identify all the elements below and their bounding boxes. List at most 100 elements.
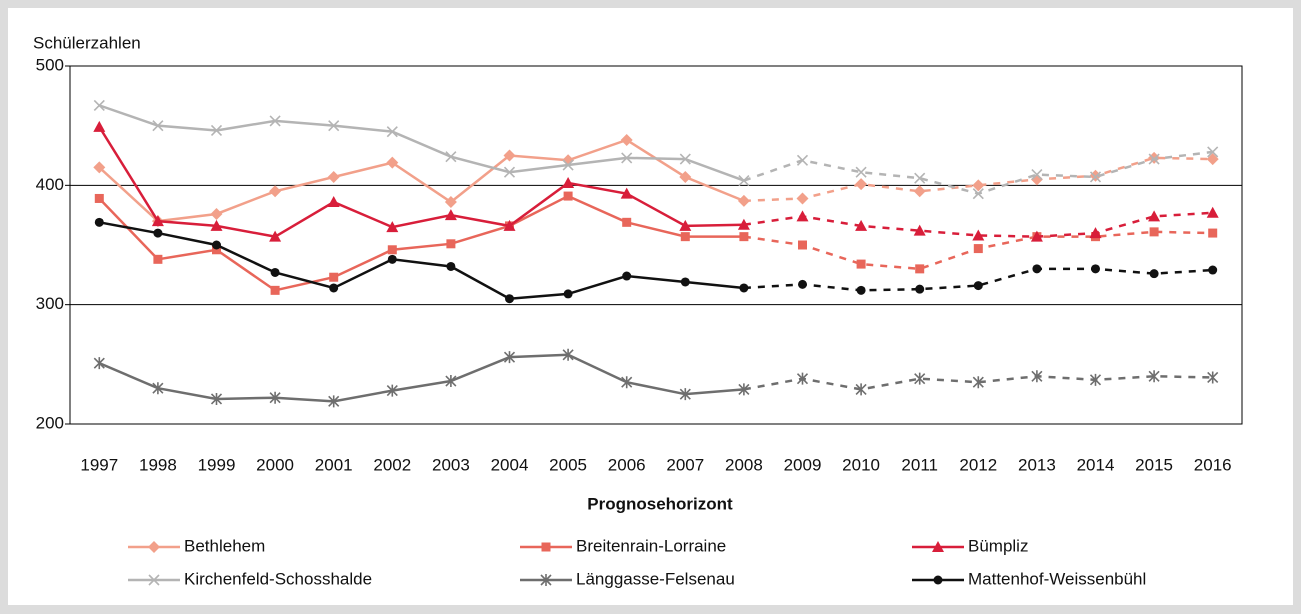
marker xyxy=(445,375,457,388)
marker xyxy=(503,219,516,231)
marker xyxy=(1031,169,1043,181)
marker xyxy=(1207,146,1219,158)
marker xyxy=(270,267,280,277)
marker xyxy=(210,207,223,220)
marker xyxy=(913,185,926,198)
marker xyxy=(503,166,516,178)
marker xyxy=(973,244,983,254)
marker xyxy=(327,170,340,183)
x-tick-label: 2002 xyxy=(373,455,411,474)
marker xyxy=(798,279,807,289)
x-tick-label: 2005 xyxy=(549,455,587,474)
marker xyxy=(212,240,221,250)
marker xyxy=(972,376,984,389)
marker xyxy=(620,133,633,146)
marker xyxy=(915,264,925,274)
x-tick-label: 2006 xyxy=(608,455,646,474)
legend-marker xyxy=(541,542,551,552)
marker xyxy=(153,254,163,264)
marker xyxy=(94,193,104,203)
marker xyxy=(856,259,866,269)
legend-marker xyxy=(540,574,552,586)
marker xyxy=(796,372,809,385)
x-tick-label: 2016 xyxy=(1194,455,1232,474)
x-tick-label: 2010 xyxy=(842,455,880,474)
marker xyxy=(972,229,985,241)
marker xyxy=(444,209,457,221)
marker xyxy=(972,188,984,200)
marker xyxy=(387,254,397,264)
x-tick-label: 2009 xyxy=(784,455,822,474)
marker xyxy=(386,156,399,169)
marker xyxy=(210,124,223,137)
marker xyxy=(915,284,925,294)
marker xyxy=(562,154,575,167)
marker xyxy=(212,245,221,255)
marker xyxy=(152,382,164,395)
legend-label: Bethlehem xyxy=(184,536,265,555)
marker xyxy=(1208,265,1218,275)
x-tick-label: 2004 xyxy=(491,455,529,474)
series-line xyxy=(99,221,745,300)
legend-label: Breitenrain-Lorraine xyxy=(576,536,726,555)
marker xyxy=(798,240,807,250)
marker xyxy=(445,151,457,163)
series-line xyxy=(98,353,745,403)
marker xyxy=(270,285,280,295)
series-line xyxy=(98,104,745,182)
marker xyxy=(153,228,163,238)
marker xyxy=(386,126,398,138)
marker xyxy=(913,224,926,236)
series-line xyxy=(743,156,1213,203)
x-tick-label: 1997 xyxy=(80,455,118,474)
marker xyxy=(1089,373,1102,386)
marker xyxy=(93,99,105,111)
marker xyxy=(1148,210,1161,222)
y-tick-label: 400 xyxy=(36,175,64,194)
marker xyxy=(386,384,398,397)
marker xyxy=(737,194,750,207)
x-tick-label: 2007 xyxy=(666,455,704,474)
marker xyxy=(973,281,983,291)
marker xyxy=(737,218,750,230)
marker xyxy=(503,149,516,162)
legend-label: Mattenhof-Weissenbühl xyxy=(968,569,1146,588)
marker xyxy=(1206,206,1219,218)
marker xyxy=(972,179,985,192)
series-line xyxy=(98,138,745,223)
y-tick-label: 200 xyxy=(36,413,64,432)
marker xyxy=(503,351,516,364)
marker xyxy=(329,272,339,282)
marker xyxy=(855,219,868,231)
marker xyxy=(1089,169,1102,182)
x-axis-label: Prognosehorizont xyxy=(587,494,733,513)
marker xyxy=(505,294,514,304)
marker xyxy=(914,372,926,385)
x-tick-label: 2000 xyxy=(256,455,294,474)
marker xyxy=(269,391,281,404)
panel xyxy=(8,8,1293,605)
marker xyxy=(328,395,340,408)
marker xyxy=(796,192,809,205)
marker xyxy=(679,388,691,401)
marker xyxy=(1091,264,1100,274)
marker xyxy=(562,176,575,188)
x-tick-label: 2013 xyxy=(1018,455,1056,474)
marker xyxy=(738,383,750,396)
marker xyxy=(620,187,633,199)
marker xyxy=(562,348,574,361)
legend-label: Bümpliz xyxy=(968,536,1028,555)
marker xyxy=(210,219,223,231)
marker xyxy=(739,283,749,293)
legend-marker xyxy=(148,574,160,586)
marker xyxy=(1030,230,1043,242)
series-line xyxy=(98,126,744,238)
marker xyxy=(1032,264,1042,274)
series-line xyxy=(98,194,744,292)
marker xyxy=(1206,153,1219,166)
x-tick-label: 2012 xyxy=(959,455,997,474)
series-line xyxy=(743,267,1213,292)
marker xyxy=(269,115,281,127)
marker xyxy=(94,217,104,227)
